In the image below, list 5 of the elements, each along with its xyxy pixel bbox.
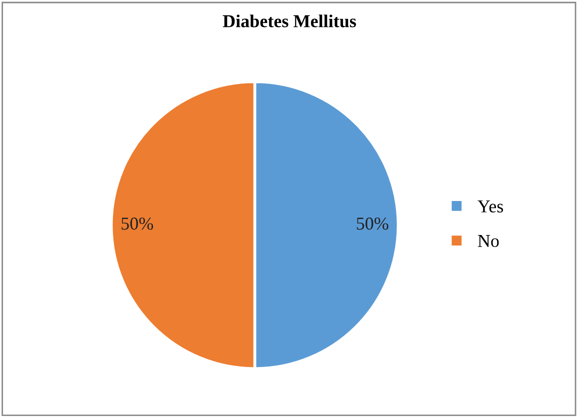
chart-title: Diabetes Mellitus (222, 14, 356, 28)
legend-label: Yes (478, 200, 504, 212)
data-label: 50% (356, 218, 388, 230)
legend-label: No (478, 235, 499, 248)
data-label: 50% (122, 218, 154, 230)
